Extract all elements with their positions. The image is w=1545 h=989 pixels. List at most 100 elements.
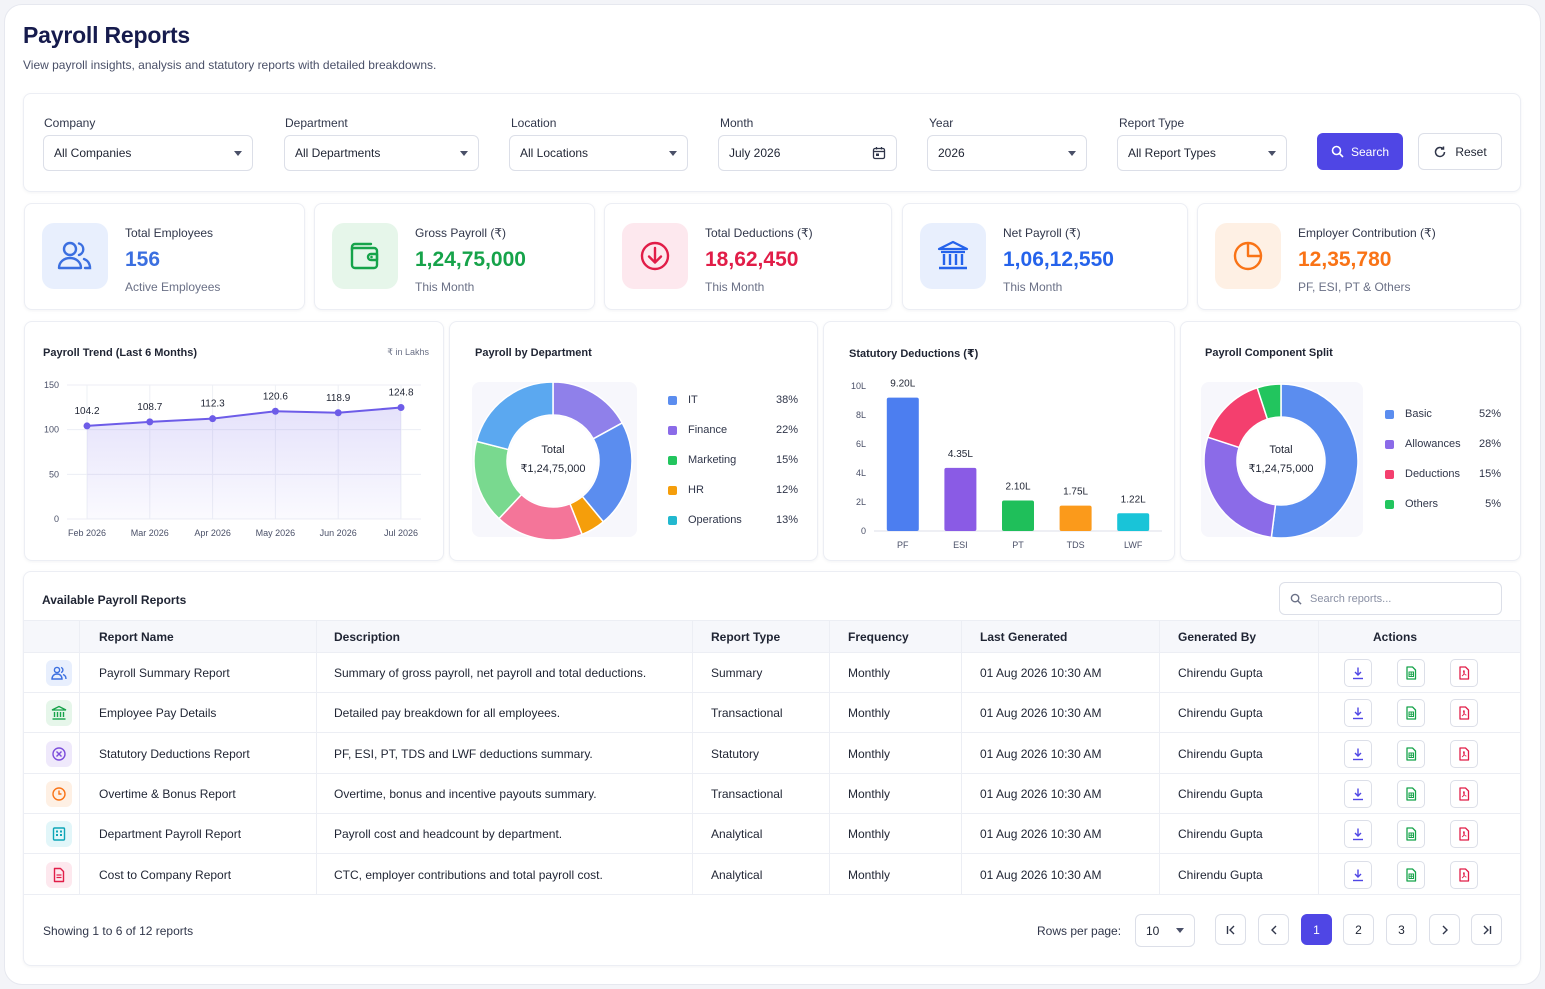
report-name[interactable]: Payroll Summary Report bbox=[99, 666, 230, 680]
chevron-down-icon bbox=[1268, 150, 1276, 156]
download-icon bbox=[1353, 828, 1363, 841]
table-row[interactable]: Department Payroll Report Payroll cost an… bbox=[24, 814, 1520, 855]
page-button-3[interactable]: 3 bbox=[1386, 914, 1417, 945]
reset-button[interactable]: Reset bbox=[1418, 133, 1502, 170]
department-donut-chart bbox=[472, 381, 637, 541]
stat-value: 12,35,780 bbox=[1298, 248, 1392, 271]
table-row[interactable]: Payroll Summary Report Summary of gross p… bbox=[24, 653, 1520, 693]
column-header[interactable]: Description bbox=[334, 630, 401, 644]
download-button[interactable] bbox=[1344, 860, 1372, 889]
legend-label: IT bbox=[688, 394, 698, 406]
report-name[interactable]: Employee Pay Details bbox=[99, 706, 217, 721]
report-generated-by: Chirendu Gupta bbox=[1178, 666, 1263, 680]
chevron-down-icon bbox=[460, 150, 468, 156]
report-name[interactable]: Overtime & Bonus Report bbox=[99, 786, 236, 801]
download-button[interactable] bbox=[1344, 659, 1372, 687]
download-button[interactable] bbox=[1344, 699, 1372, 728]
download-button[interactable] bbox=[1344, 779, 1372, 808]
export-excel-button[interactable] bbox=[1397, 860, 1425, 889]
report-type: Analytical bbox=[711, 827, 763, 842]
search-placeholder: Search reports... bbox=[1310, 592, 1392, 605]
payroll-trend-card: Payroll Trend (Last 6 Months) ₹ in Lakhs… bbox=[24, 321, 444, 561]
export-pdf-button[interactable] bbox=[1450, 659, 1478, 687]
stat-card-employer-contribution: Employer Contribution (₹) 12,35,780 PF, … bbox=[1197, 203, 1521, 310]
export-excel-button[interactable] bbox=[1397, 779, 1425, 808]
month-picker[interactable]: July 2026 bbox=[718, 135, 897, 171]
legend-label: Basic bbox=[1405, 408, 1432, 420]
company-select[interactable]: All Companies bbox=[43, 135, 253, 171]
stat-label: Employer Contribution (₹) bbox=[1298, 226, 1436, 240]
legend-item: HR bbox=[668, 484, 704, 496]
next-page-button[interactable] bbox=[1429, 914, 1460, 945]
report-name[interactable]: Statutory Deductions Report bbox=[99, 746, 250, 761]
report-frequency: Monthly bbox=[848, 666, 891, 680]
y-tick-label: 50 bbox=[49, 469, 59, 479]
legend-item: Marketing bbox=[668, 454, 736, 466]
export-excel-button[interactable] bbox=[1397, 739, 1425, 768]
calendar-icon[interactable] bbox=[872, 146, 886, 160]
location-select[interactable]: All Locations bbox=[509, 135, 688, 171]
export-pdf-button[interactable] bbox=[1450, 820, 1478, 849]
table-row[interactable]: Overtime & Bonus Report Overtime, bonus a… bbox=[24, 774, 1520, 814]
last-page-button[interactable] bbox=[1471, 914, 1502, 945]
export-excel-button[interactable] bbox=[1397, 820, 1425, 849]
export-pdf-button[interactable] bbox=[1450, 779, 1478, 808]
table-row[interactable]: Cost to Company Report CTC, employer cont… bbox=[24, 855, 1520, 895]
page-button-1[interactable]: 1 bbox=[1301, 914, 1332, 945]
bar bbox=[886, 397, 919, 531]
stat-label: Total Deductions (₹) bbox=[705, 226, 813, 240]
data-point bbox=[146, 418, 154, 426]
company-label: Company bbox=[44, 116, 96, 130]
stat-sub: PF, ESI, PT & Others bbox=[1298, 280, 1411, 294]
report-name[interactable]: Department Payroll Report bbox=[99, 827, 242, 842]
year-select[interactable]: 2026 bbox=[927, 135, 1087, 171]
export-pdf-button[interactable] bbox=[1450, 860, 1478, 889]
search-button-label: Search bbox=[1350, 144, 1390, 159]
chart-title: Payroll Trend (Last 6 Months) bbox=[43, 347, 198, 359]
column-header[interactable]: Generated By bbox=[1178, 630, 1257, 644]
column-divider bbox=[1159, 620, 1160, 895]
data-point bbox=[334, 409, 342, 417]
prev-page-button[interactable] bbox=[1258, 914, 1289, 945]
download-button[interactable] bbox=[1344, 739, 1372, 768]
column-header[interactable]: Report Name bbox=[99, 630, 174, 644]
search-icon bbox=[1290, 593, 1302, 605]
department-select[interactable]: All Departments bbox=[284, 135, 479, 171]
rows-per-page-select[interactable]: 10 bbox=[1135, 914, 1195, 947]
report-type-select[interactable]: All Report Types bbox=[1117, 135, 1287, 171]
stat-card-gross-payroll: Gross Payroll (₹) 1,24,75,000 This Month bbox=[314, 203, 595, 310]
chart-unit: ₹ in Lakhs bbox=[387, 347, 429, 357]
report-generated-by: Chirendu Gupta bbox=[1178, 706, 1263, 721]
report-description: Payroll cost and headcount by department… bbox=[334, 827, 563, 842]
search-button[interactable]: Search bbox=[1317, 133, 1403, 170]
export-excel-button[interactable] bbox=[1397, 699, 1425, 728]
month-label: Month bbox=[720, 116, 754, 130]
table-header: Report Name Description Report Type Freq… bbox=[24, 620, 1520, 653]
column-header[interactable]: Frequency bbox=[848, 630, 909, 644]
bank-icon bbox=[46, 700, 72, 727]
data-label: 2.10L bbox=[1005, 482, 1030, 493]
table-row[interactable]: Statutory Deductions Report PF, ESI, PT, … bbox=[24, 734, 1520, 774]
document-icon bbox=[46, 861, 72, 888]
export-pdf-button[interactable] bbox=[1450, 739, 1478, 768]
column-divider bbox=[692, 620, 693, 895]
export-pdf-button[interactable] bbox=[1450, 699, 1478, 728]
column-header[interactable]: Report Type bbox=[711, 630, 781, 644]
y-tick-label: 6L bbox=[856, 439, 866, 449]
download-icon bbox=[1353, 869, 1363, 881]
data-label: 104.2 bbox=[74, 406, 99, 417]
data-label: 9.20L bbox=[890, 379, 915, 390]
report-last-generated: 01 Aug 2026 10:30 AM bbox=[980, 746, 1102, 761]
first-page-button[interactable] bbox=[1215, 914, 1246, 945]
report-search-input[interactable]: Search reports... bbox=[1279, 582, 1502, 615]
legend-value: 28% bbox=[1478, 438, 1501, 450]
stat-label: Total Employees bbox=[125, 226, 214, 240]
table-row[interactable]: Employee Pay Details Detailed pay breakdo… bbox=[24, 693, 1520, 734]
download-button[interactable] bbox=[1344, 820, 1372, 849]
column-header[interactable]: Last Generated bbox=[980, 630, 1068, 644]
year-value: 2026 bbox=[938, 146, 965, 160]
page-button-2[interactable]: 2 bbox=[1343, 914, 1374, 945]
report-name[interactable]: Cost to Company Report bbox=[99, 867, 232, 882]
statutory-deductions-card: Statutory Deductions (₹) 0 2L 4L 6L 8L 10L 9.2… bbox=[823, 321, 1175, 561]
export-excel-button[interactable] bbox=[1397, 659, 1425, 687]
